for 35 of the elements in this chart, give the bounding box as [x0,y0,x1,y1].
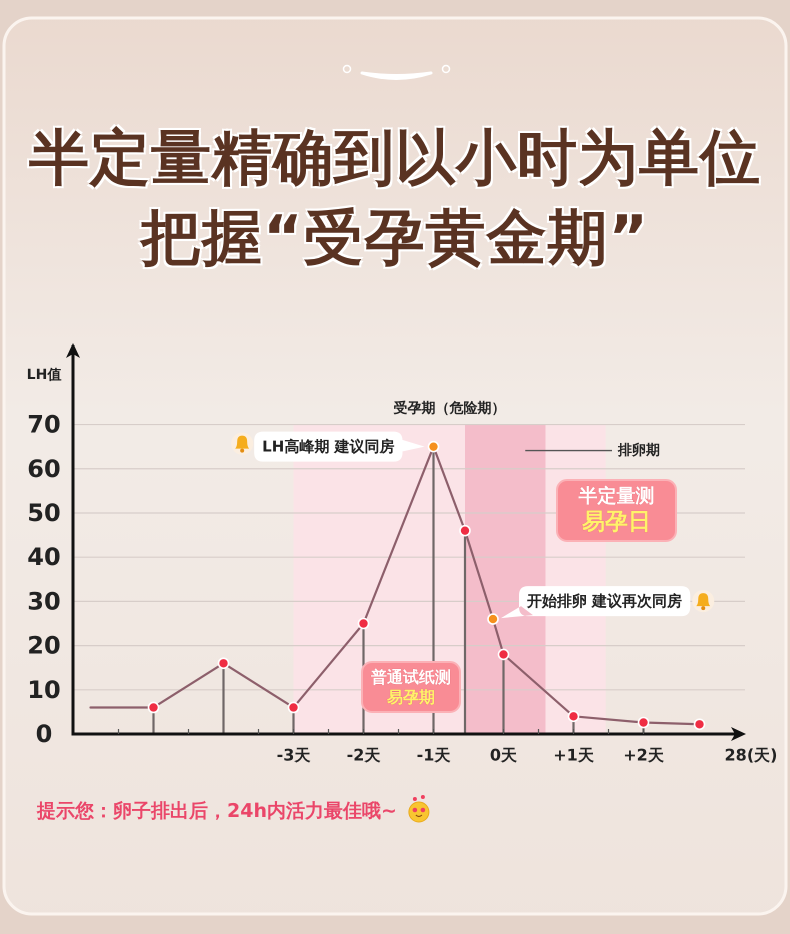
point [288,702,300,714]
point [498,648,510,660]
point [148,702,160,714]
band-label: 受孕期（危险期） [392,400,506,417]
x-tick-label: +2天 [623,746,665,764]
x-tick-label: -3天 [276,746,312,764]
point [218,657,230,670]
annotation: LH高峰期 建议同房 [262,438,394,456]
y-tick-label: 60 [27,454,61,483]
band-label: 排卵期 [617,442,660,459]
annotation: 半定量测 [578,485,654,507]
x-axis-title: 28(天) [724,746,778,764]
x-tick-label: -2天 [346,746,382,764]
annotation: 易孕日 [581,509,651,535]
chart-title: 半定量精确到以小时为单位把握“受孕黄金期” [28,122,762,275]
annotation: 普通试纸测 [370,668,451,686]
point [487,613,499,625]
y-tick-label: 30 [27,587,61,616]
annotation: 易孕期 [386,688,435,706]
x-tick-label: -1天 [416,746,452,764]
text: 提示您：卵子排出后，24h内活力最佳哦~ [36,800,397,822]
y-tick-label: 20 [27,632,61,660]
annotation: 开始排卵 建议再次同房 [526,592,682,610]
y-tick-label: 70 [27,410,61,439]
y-tick-label: 0 [36,720,52,748]
y-tick-label: 40 [27,543,61,572]
point [568,710,580,722]
y-tick-label: 10 [27,676,61,704]
point [638,716,650,728]
point [459,524,471,536]
y-axis-title: LH值 [26,367,62,383]
point [358,618,370,630]
x-tick-label: 0天 [490,746,518,764]
y-tick-label: 50 [27,498,61,527]
x-tick-label: +1天 [553,746,595,764]
